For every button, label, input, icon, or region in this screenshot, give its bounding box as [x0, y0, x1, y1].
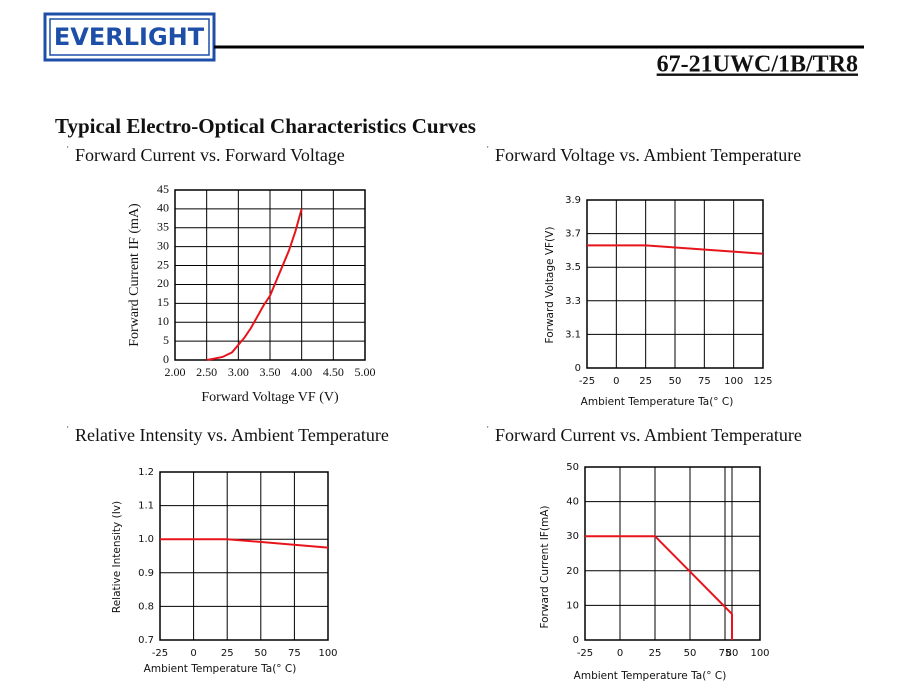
x-tick-label: -25 — [152, 648, 168, 659]
x-tick-label: 75 — [288, 648, 301, 659]
y-tick-label: 30 — [157, 238, 169, 252]
x-tick-label: 50 — [669, 376, 682, 387]
y-axis-label: Forward Voltage VF(V) — [544, 227, 556, 344]
chart-title: Relative Intensity vs. Ambient Temperatu… — [75, 425, 389, 445]
x-tick-label: 50 — [684, 648, 697, 659]
x-tick-label: 5.00 — [355, 365, 376, 379]
y-tick-label: 0 — [573, 635, 579, 646]
y-tick-label: 1.1 — [138, 501, 154, 512]
y-tick-label: 1.2 — [138, 467, 154, 478]
y-tick-label: 35 — [157, 220, 169, 234]
x-axis-label: Ambient Temperature Ta(° C) — [581, 396, 734, 408]
plot-frame — [584, 466, 761, 641]
x-tick-label: 125 — [753, 376, 772, 387]
x-tick-label: 4.00 — [291, 365, 312, 379]
y-tick-label: 0 — [575, 363, 581, 374]
x-axis-label: Ambient Temperature Ta(° C) — [574, 670, 727, 682]
y-axis-label: Forward Current IF (mA) — [127, 203, 142, 347]
y-tick-label: 3.7 — [565, 229, 581, 240]
x-tick-label: 4.50 — [323, 365, 344, 379]
x-tick-label: 75 — [719, 648, 732, 659]
x-tick-label: 50 — [254, 648, 267, 659]
y-tick-label: 20 — [566, 566, 579, 577]
y-tick-label: 45 — [157, 182, 169, 196]
data-line — [587, 244, 764, 255]
plot-frame — [159, 471, 329, 641]
bullet: ˙ — [486, 425, 489, 436]
x-tick-label: 100 — [750, 648, 769, 659]
bullet: ˙ — [486, 145, 489, 156]
x-tick-label: 0 — [190, 648, 196, 659]
y-tick-label: 3.9 — [565, 195, 581, 206]
bullet: ˙ — [66, 425, 69, 436]
y-axis-label: Forward Current IF(mA) — [539, 505, 551, 628]
y-axis-label: Relative Intensity (Iv) — [111, 501, 123, 613]
logo-text: EVERLIGHT — [54, 23, 205, 51]
y-tick-label: 0.9 — [138, 568, 154, 579]
y-tick-label: 20 — [157, 276, 169, 290]
y-tick-label: 3.1 — [565, 329, 581, 340]
y-tick-label: 30 — [566, 531, 579, 542]
y-tick-label: 50 — [566, 462, 579, 473]
chart-title: Forward Current vs. Forward Voltage — [75, 145, 345, 165]
x-axis-label: Ambient Temperature Ta(° C) — [144, 663, 297, 675]
chart-title: Forward Current vs. Ambient Temperature — [495, 425, 802, 445]
y-tick-label: 3.5 — [565, 262, 581, 273]
y-tick-label: 25 — [157, 257, 169, 271]
x-tick-label: 75 — [698, 376, 711, 387]
x-tick-label: 25 — [649, 648, 662, 659]
x-tick-label: 0 — [613, 376, 619, 387]
x-tick-label: -25 — [577, 648, 593, 659]
chart-title: Forward Voltage vs. Ambient Temperature — [495, 145, 801, 165]
section-title: Typical Electro-Optical Characteristics … — [55, 114, 476, 138]
logo-box — [43, 12, 216, 62]
y-tick-label: 15 — [157, 295, 169, 309]
x-tick-label: 0 — [617, 648, 623, 659]
y-tick-label: 40 — [157, 201, 169, 215]
x-tick-label: 100 — [318, 648, 337, 659]
x-tick-label: 25 — [639, 376, 652, 387]
y-tick-label: 3.3 — [565, 296, 581, 307]
x-tick-label: 2.00 — [165, 365, 186, 379]
y-tick-label: 10 — [566, 600, 579, 611]
x-tick-label: 100 — [724, 376, 743, 387]
x-tick-label: 3.50 — [260, 365, 281, 379]
y-tick-label: 40 — [566, 497, 579, 508]
plot-frame — [174, 189, 366, 361]
part-number: 67-21UWC/1B/TR8 — [657, 52, 858, 78]
y-tick-label: 5 — [163, 333, 169, 347]
x-tick-label: 80 — [726, 648, 739, 659]
y-tick-label: 0.7 — [138, 635, 154, 646]
x-tick-label: 2.50 — [196, 365, 217, 379]
x-tick-label: -25 — [579, 376, 595, 387]
y-tick-label: 0.8 — [138, 601, 154, 612]
y-tick-label: 0 — [163, 352, 169, 366]
x-axis-label: Forward Voltage VF (V) — [201, 390, 339, 405]
data-line — [160, 538, 329, 549]
y-tick-label: 10 — [157, 314, 169, 328]
x-tick-label: 25 — [221, 648, 234, 659]
x-tick-label: 3.00 — [228, 365, 249, 379]
y-tick-label: 1.0 — [138, 534, 154, 545]
plot-frame — [586, 199, 764, 369]
data-line — [206, 208, 303, 361]
data-line — [585, 535, 733, 640]
logo-inner — [49, 18, 210, 56]
bullet: ˙ — [66, 145, 69, 156]
